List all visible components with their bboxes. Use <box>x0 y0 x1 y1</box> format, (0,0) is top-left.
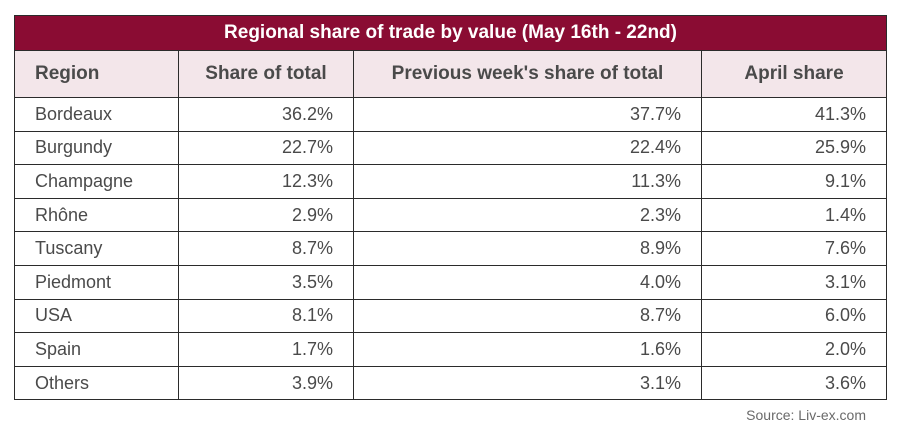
region-cell: Tuscany <box>14 231 179 266</box>
previous-week-share-cell: 8.7% <box>353 299 702 334</box>
table-row: Rhône 2.9% 2.3% 1.4% <box>14 198 888 233</box>
region-cell: Champagne <box>14 164 179 199</box>
table-row: Others 3.9% 3.1% 3.6% <box>14 366 888 401</box>
trade-share-table-container: Regional share of trade by value (May 16… <box>13 15 888 401</box>
table-row: USA 8.1% 8.7% 6.0% <box>14 299 888 334</box>
share-of-total-cell: 3.9% <box>178 366 354 401</box>
previous-week-share-cell: 2.3% <box>353 198 702 233</box>
region-cell: Piedmont <box>14 265 179 300</box>
april-share-cell: 41.3% <box>700 97 888 132</box>
header-row: Region Share of total Previous week's sh… <box>14 50 888 98</box>
table-body: Bordeaux 36.2% 37.7% 41.3% Burgundy 22.7% 22.4… <box>14 97 888 401</box>
share-of-total-cell: 22.7% <box>178 131 354 166</box>
previous-week-share-cell: 37.7% <box>353 97 702 132</box>
source-note: Source: Liv-ex.com <box>746 407 866 423</box>
share-of-total-cell: 36.2% <box>178 97 354 132</box>
column-header-april-share: April share <box>700 50 888 98</box>
region-cell: USA <box>14 299 179 334</box>
table-row: Champagne 12.3% 11.3% 9.1% <box>14 164 888 199</box>
share-of-total-cell: 8.1% <box>178 299 354 334</box>
column-header-share-of-total: Share of total <box>178 50 354 98</box>
table-row: Tuscany 8.7% 8.9% 7.6% <box>14 231 888 266</box>
previous-week-share-cell: 8.9% <box>353 231 702 266</box>
table-title: Regional share of trade by value (May 16… <box>13 15 888 51</box>
region-cell: Spain <box>14 332 179 367</box>
table-row: Spain 1.7% 1.6% 2.0% <box>14 332 888 367</box>
title-row: Regional share of trade by value (May 16… <box>13 15 888 51</box>
previous-week-share-cell: 4.0% <box>353 265 702 300</box>
region-cell: Others <box>14 366 179 401</box>
share-of-total-cell: 3.5% <box>178 265 354 300</box>
region-cell: Burgundy <box>14 131 179 166</box>
table-row: Piedmont 3.5% 4.0% 3.1% <box>14 265 888 300</box>
table-row: Burgundy 22.7% 22.4% 25.9% <box>14 131 888 166</box>
column-header-previous-week-share: Previous week's share of total <box>353 50 702 98</box>
column-header-region: Region <box>14 50 179 98</box>
region-cell: Bordeaux <box>14 97 179 132</box>
april-share-cell: 9.1% <box>700 164 888 199</box>
share-of-total-cell: 2.9% <box>178 198 354 233</box>
april-share-cell: 3.6% <box>700 366 888 401</box>
previous-week-share-cell: 3.1% <box>353 366 702 401</box>
april-share-cell: 25.9% <box>700 131 888 166</box>
april-share-cell: 3.1% <box>700 265 888 300</box>
previous-week-share-cell: 1.6% <box>353 332 702 367</box>
april-share-cell: 7.6% <box>700 231 888 266</box>
april-share-cell: 1.4% <box>700 198 888 233</box>
trade-share-table: Regional share of trade by value (May 16… <box>13 15 888 401</box>
previous-week-share-cell: 11.3% <box>353 164 702 199</box>
table-row: Bordeaux 36.2% 37.7% 41.3% <box>14 97 888 132</box>
previous-week-share-cell: 22.4% <box>353 131 702 166</box>
region-cell: Rhône <box>14 198 179 233</box>
share-of-total-cell: 12.3% <box>178 164 354 199</box>
april-share-cell: 6.0% <box>700 299 888 334</box>
share-of-total-cell: 1.7% <box>178 332 354 367</box>
share-of-total-cell: 8.7% <box>178 231 354 266</box>
april-share-cell: 2.0% <box>700 332 888 367</box>
